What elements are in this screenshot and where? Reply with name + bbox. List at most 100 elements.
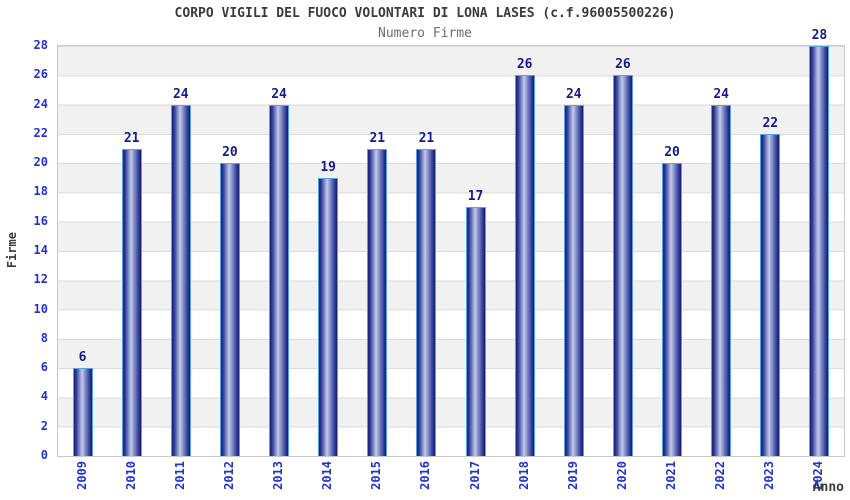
y-tick-label: 10 bbox=[33, 301, 48, 316]
bar-value-label: 26 bbox=[516, 57, 533, 73]
bar bbox=[809, 46, 830, 456]
x-tick-label-text: 2010 bbox=[123, 461, 138, 490]
x-tick-label: 2010 bbox=[106, 461, 155, 490]
bar-slot-2016: 21 bbox=[402, 46, 451, 456]
bar-slot-2012: 20 bbox=[205, 46, 254, 456]
x-tick-label: 2023 bbox=[745, 461, 794, 490]
bar-value-label: 20 bbox=[222, 145, 238, 161]
x-axis-title: Anno bbox=[812, 480, 844, 495]
y-tick-label: 8 bbox=[40, 330, 48, 345]
y-tick-label: 12 bbox=[33, 272, 48, 287]
bar-slot-2010: 21 bbox=[107, 46, 156, 456]
x-tick-label-text: 2019 bbox=[565, 461, 580, 490]
y-tick-label: 24 bbox=[33, 96, 48, 111]
bar-value-label: 20 bbox=[664, 145, 680, 161]
bar-value-label: 24 bbox=[172, 86, 189, 102]
bar bbox=[170, 104, 191, 456]
bar bbox=[711, 104, 732, 456]
y-tick-label: 14 bbox=[33, 243, 48, 257]
bar-slot-2011: 24 bbox=[156, 46, 205, 456]
x-tick-label-text: 2014 bbox=[320, 461, 335, 490]
chart-title: CORPO VIGILI DEL FUOCO VOLONTARI DI LONA… bbox=[174, 6, 676, 21]
x-tick-label-text: 2023 bbox=[762, 461, 777, 490]
plot-area: 6 21 24 20 24 19 21 21 17 26 24 26 20 24 22 28 bbox=[57, 29, 845, 457]
bar-slot-2020: 26 bbox=[598, 46, 647, 456]
bar-value-label: 28 bbox=[811, 28, 828, 43]
x-tick-label-text: 2017 bbox=[467, 461, 482, 490]
x-tick-label-text: 2020 bbox=[614, 461, 629, 490]
bar bbox=[563, 104, 584, 456]
x-tick-label: 2022 bbox=[696, 461, 745, 490]
bar bbox=[219, 163, 240, 456]
bar-value-label: 24 bbox=[271, 86, 287, 102]
bar-value-label: 19 bbox=[320, 159, 337, 175]
x-tick-label: 2014 bbox=[303, 461, 352, 490]
x-tick-label-text: 2018 bbox=[516, 461, 531, 490]
x-tick-label: 2017 bbox=[450, 461, 499, 490]
bar-slot-2013: 24 bbox=[255, 46, 304, 456]
bar-slot-2015: 21 bbox=[353, 46, 402, 456]
x-tick-label-text: 2009 bbox=[74, 461, 89, 490]
bar bbox=[465, 207, 486, 456]
bar-slot-2018: 26 bbox=[500, 46, 549, 456]
bar-value-label: 24 bbox=[713, 86, 730, 102]
x-tick-label-text: 2013 bbox=[271, 461, 286, 490]
bar-slot-2017: 17 bbox=[451, 46, 500, 456]
y-tick-label: 22 bbox=[33, 125, 48, 140]
bar-value-label: 22 bbox=[762, 115, 779, 131]
x-tick-label-text: 2016 bbox=[418, 461, 433, 490]
y-tick-label: 2 bbox=[40, 418, 48, 433]
chart-subtitle: Numero Firme bbox=[378, 26, 472, 41]
y-tick-label: 18 bbox=[33, 184, 48, 199]
x-tick-label: 2016 bbox=[401, 461, 450, 490]
x-tick-label-text: 2022 bbox=[713, 461, 728, 490]
bar bbox=[416, 148, 437, 456]
x-tick-label: 2020 bbox=[597, 461, 646, 490]
x-tick-label: 2012 bbox=[204, 461, 253, 490]
x-tick-label: 2013 bbox=[254, 461, 303, 490]
y-tick-label: 0 bbox=[40, 448, 48, 462]
y-tick-label: 4 bbox=[40, 389, 48, 404]
x-tick-label: 2021 bbox=[647, 461, 696, 490]
bar-value-label: 21 bbox=[123, 130, 140, 146]
x-tick-label: 2011 bbox=[155, 461, 204, 490]
bar-value-label: 21 bbox=[369, 130, 386, 146]
bar bbox=[662, 163, 683, 456]
x-tick-label-text: 2011 bbox=[172, 461, 187, 490]
bar bbox=[121, 148, 142, 456]
bar bbox=[318, 177, 339, 456]
bar-slot-2014: 19 bbox=[304, 46, 353, 456]
x-axis-ticks: 2009 2010 2011 2012 2013 2014 2015 2016 2017 2018… bbox=[57, 461, 843, 499]
y-tick-label: 26 bbox=[33, 67, 48, 82]
bar bbox=[269, 104, 290, 456]
bar-value-label: 21 bbox=[418, 130, 435, 146]
bar-slot-2022: 24 bbox=[697, 46, 746, 456]
bar-value-label: 24 bbox=[565, 86, 582, 102]
bar-slot-2021: 20 bbox=[648, 46, 697, 456]
y-tick-label: 28 bbox=[33, 38, 48, 52]
bar bbox=[72, 368, 93, 456]
bar-value-label: 6 bbox=[78, 350, 87, 366]
y-axis-ticks: 0 2 4 6 8 10 12 14 16 18 20 22 24 26 28 bbox=[0, 38, 52, 462]
bar bbox=[367, 148, 388, 456]
x-tick-label-text: 2021 bbox=[664, 461, 679, 490]
bar-slot-2024: 28 bbox=[795, 29, 844, 456]
bar bbox=[612, 75, 633, 456]
x-tick-label: 2018 bbox=[499, 461, 548, 490]
bar bbox=[514, 75, 535, 456]
x-tick-label-text: 2015 bbox=[369, 461, 384, 490]
x-tick-label: 2015 bbox=[352, 461, 401, 490]
bar-slot-2009: 6 bbox=[58, 46, 107, 456]
y-tick-label: 16 bbox=[33, 213, 48, 228]
bar-value-label: 17 bbox=[467, 189, 484, 205]
x-tick-label: 2019 bbox=[548, 461, 597, 490]
bar-slot-2023: 22 bbox=[746, 46, 795, 456]
y-tick-label: 6 bbox=[40, 360, 48, 375]
y-tick-label: 20 bbox=[33, 155, 48, 170]
bar-slot-2019: 24 bbox=[549, 46, 598, 456]
bar-value-label: 26 bbox=[615, 57, 631, 73]
x-tick-label: 2009 bbox=[57, 461, 106, 490]
x-tick-label-text: 2012 bbox=[221, 461, 236, 490]
bar bbox=[760, 133, 781, 456]
